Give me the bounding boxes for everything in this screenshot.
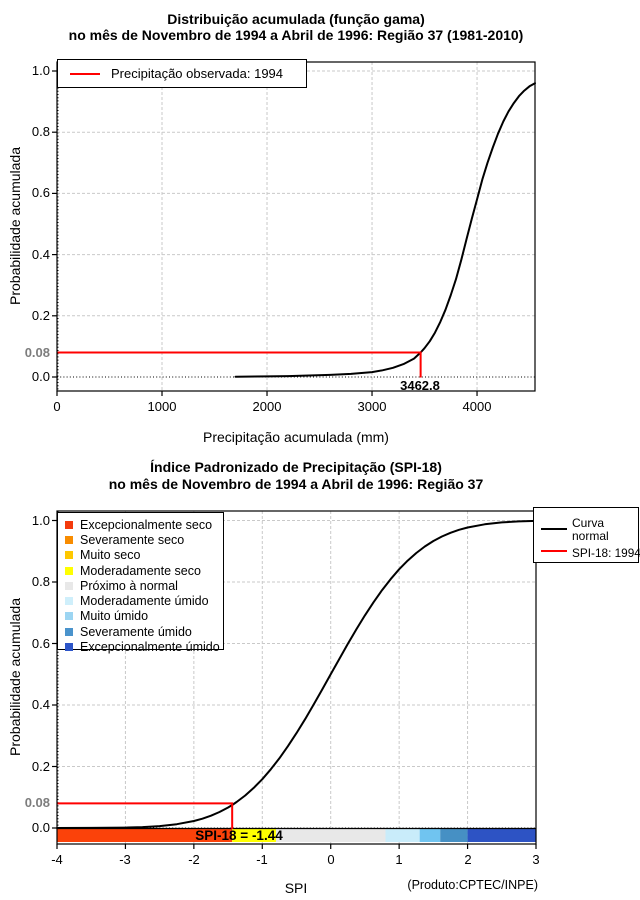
observed-probability-tick-label: 0.08 xyxy=(24,345,50,360)
colorbar-segment xyxy=(57,829,233,842)
category-color-swatch xyxy=(65,566,73,575)
chart1-title-line2: no mês de Novembro de 1994 a Abril de 19… xyxy=(68,27,524,43)
gamma-cdf-curve xyxy=(234,82,536,378)
observed-probability-tick-label: 0.08 xyxy=(24,795,50,810)
y-tick-label: 0.2 xyxy=(31,759,50,774)
chart2-title-line2: no mês de Novembro de 1994 a Abril de 19… xyxy=(108,476,484,492)
category-color-swatch xyxy=(65,643,73,652)
category-label: Severamente seco xyxy=(80,532,185,547)
x-tick-label: 2 xyxy=(464,852,472,867)
colorbar-segment xyxy=(419,829,441,842)
category-label: Muito seco xyxy=(80,548,141,563)
y-tick-label: 0.4 xyxy=(31,247,50,262)
legend-item: Excepcionalmente úmido xyxy=(58,639,223,654)
plot-border xyxy=(56,510,537,845)
x-tick-label: 0 xyxy=(53,399,61,414)
category-label: Próximo à normal xyxy=(80,578,178,593)
legend-item: Excepcionalmente seco xyxy=(58,517,223,532)
legend-item: Severamente seco xyxy=(58,532,223,547)
category-label: Moderadamente seco xyxy=(80,563,201,578)
legend-item: Moderadamente úmido xyxy=(58,593,223,608)
category-label: Muito úmido xyxy=(80,609,149,624)
y-tick-label: 0.0 xyxy=(31,820,50,835)
legend-item: Severamente úmido xyxy=(58,624,223,639)
chart1-legend-label: Precipitação observada: 1994 xyxy=(111,66,284,81)
chart1-x-axis-label: Precipitação acumulada (mm) xyxy=(203,429,389,445)
observed-line-swatch xyxy=(70,72,100,75)
spi-line-swatch xyxy=(541,550,567,552)
x-tick-label: 1000 xyxy=(147,399,177,414)
y-tick-label: 1.0 xyxy=(31,63,50,78)
x-tick-label: 0 xyxy=(327,852,335,867)
legend-item: Muito seco xyxy=(58,548,223,563)
normal-cdf-curve xyxy=(56,519,537,829)
y-tick-label: 0.6 xyxy=(31,185,50,200)
y-tick-label: 0.8 xyxy=(31,124,50,139)
legend-label-spi-1994: SPI-18: 1994 xyxy=(572,546,640,560)
x-tick-label: 3 xyxy=(532,852,540,867)
observed-value-line xyxy=(57,351,422,378)
chart2-x-axis-label: SPI xyxy=(284,880,308,896)
x-tick-label: -1 xyxy=(256,852,268,867)
category-color-swatch xyxy=(65,612,73,621)
chart2-title-line1: Índice Padronizado de Precipitação (SPI-… xyxy=(150,459,442,475)
colorbar-segment xyxy=(385,829,420,842)
category-color-swatch xyxy=(65,581,73,590)
category-color-swatch xyxy=(65,520,73,529)
y-tick-label: 0.0 xyxy=(31,369,50,384)
observed-value-line xyxy=(57,802,234,829)
x-tick-label: 4000 xyxy=(462,399,492,414)
x-tick-label: -3 xyxy=(119,852,131,867)
category-label: Excepcionalmente seco xyxy=(80,517,213,532)
x-tick-label: 2000 xyxy=(252,399,282,414)
y-tick-label: 0.8 xyxy=(31,574,50,589)
y-tick-label: 0.2 xyxy=(31,308,50,323)
plot-border xyxy=(56,61,536,392)
category-color-swatch xyxy=(65,535,73,544)
x-tick-label: 1 xyxy=(395,852,403,867)
normal-curve-swatch xyxy=(541,528,567,530)
observed-precipitation-value-label: 3462.8 xyxy=(400,378,440,393)
category-color-swatch xyxy=(65,627,73,636)
category-label: Moderadamente úmido xyxy=(80,594,209,609)
chart1-y-axis-label: Probabilidade acumulada xyxy=(7,147,23,305)
chart1-title-line1: Distribuição acumulada (função gama) xyxy=(167,11,425,27)
chart2-y-axis-label: Probabilidade acumulada xyxy=(7,598,23,756)
category-color-swatch xyxy=(65,551,73,560)
legend-item: Próximo à normal xyxy=(58,578,223,593)
y-tick-label: 0.6 xyxy=(31,636,50,651)
x-tick-label: -2 xyxy=(188,852,200,867)
colorbar-segment xyxy=(275,829,386,842)
x-tick-label: 3000 xyxy=(357,399,387,414)
y-tick-label: 0.4 xyxy=(31,697,50,712)
spi-value-annotation: SPI-18 = -1.44 xyxy=(195,828,283,843)
legend-label-curva-normal: Curva normal xyxy=(572,516,609,543)
chart1-legend: Precipitação observada: 1994 xyxy=(57,59,307,88)
spi-category-legend: Excepcionalmente seco Severamente seco Mui… xyxy=(57,512,224,654)
category-label: Excepcionalmente úmido xyxy=(80,640,220,655)
category-label: Severamente úmido xyxy=(80,624,192,639)
chart2-line-legend: Curva normal SPI-18: 1994 xyxy=(533,507,640,563)
y-tick-label: 1.0 xyxy=(31,513,50,528)
colorbar-segment xyxy=(467,829,536,842)
legend-item: Muito úmido xyxy=(58,609,223,624)
colorbar-segment xyxy=(232,829,276,842)
colorbar-segment xyxy=(440,829,468,842)
x-tick-label: -4 xyxy=(51,852,63,867)
category-color-swatch xyxy=(65,597,73,606)
product-credit: (Produto:CPTEC/INPE) xyxy=(407,878,538,892)
legend-item: Moderadamente seco xyxy=(58,563,223,578)
